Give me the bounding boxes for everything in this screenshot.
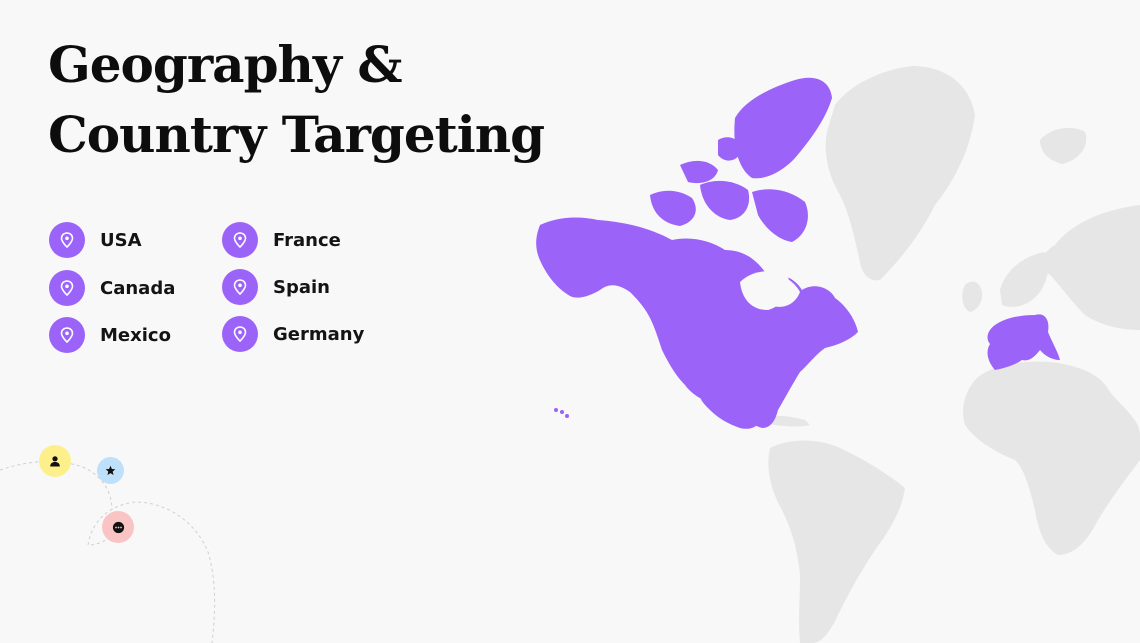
map-pin-icon — [49, 270, 85, 306]
country-label: Germany — [273, 323, 365, 345]
star-avatar-decoration — [97, 457, 124, 484]
country-label: France — [273, 229, 341, 251]
page-title: Geography & Country Targeting — [48, 30, 545, 170]
map-pin-icon — [222, 316, 258, 352]
country-item-usa: USA — [49, 222, 142, 258]
country-item-germany: Germany — [222, 316, 364, 352]
country-label: Spain — [273, 276, 330, 298]
north-america-highlight — [536, 77, 858, 429]
map-pin-icon — [49, 317, 85, 353]
country-item-france: France — [222, 222, 341, 258]
country-label: Canada — [100, 277, 176, 299]
country-item-canada: Canada — [49, 270, 175, 306]
title-line-2: Country Targeting — [48, 105, 545, 164]
country-label: Mexico — [100, 324, 171, 346]
country-item-spain: Spain — [222, 269, 330, 305]
iceland-shape — [1040, 127, 1087, 164]
map-pin-icon — [49, 222, 85, 258]
western-europe-highlight — [987, 314, 1060, 370]
uk-shape — [962, 281, 983, 312]
eurasia-shape — [1042, 205, 1140, 330]
map-pin-icon — [222, 222, 258, 258]
chat-avatar-decoration — [102, 511, 134, 543]
star-icon — [105, 465, 116, 475]
south-america-shape — [768, 440, 905, 643]
country-item-mexico: Mexico — [49, 317, 171, 353]
title-line-1: Geography & — [48, 35, 402, 94]
user-avatar-decoration — [39, 445, 71, 477]
africa-shape — [963, 361, 1140, 555]
greenland-shape — [825, 66, 975, 281]
country-label: USA — [100, 229, 142, 251]
user-icon — [50, 456, 60, 467]
chat-icon — [112, 521, 124, 533]
map-pin-icon — [222, 269, 258, 305]
caribbean-shape — [765, 415, 810, 427]
scandinavia-shape — [1000, 252, 1049, 307]
